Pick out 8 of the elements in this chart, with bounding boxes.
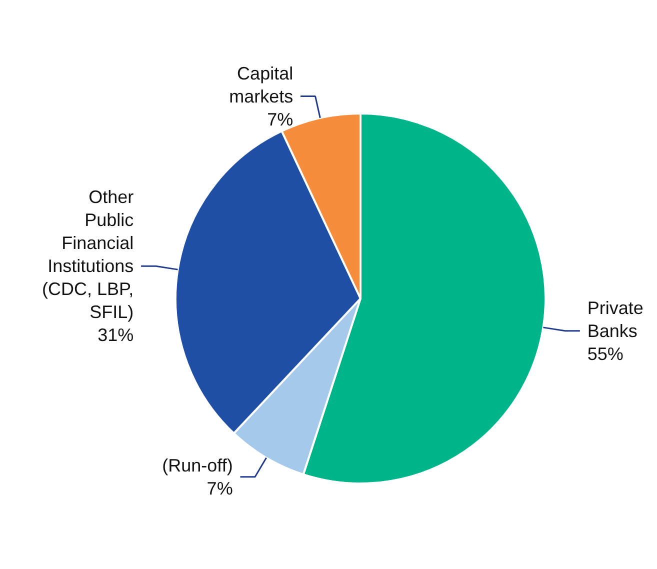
data-label: 55% [587,344,624,364]
data-label: 7% [206,478,233,498]
data-label: 31% [98,325,134,346]
slice-label: (Run-off) [162,455,233,476]
slice-label: Other Public Financial Institutions (CDC, LBP, SFIL) [42,187,134,322]
slice-label: Private Banks [587,298,644,341]
data-label: 7% [267,109,294,130]
slice-label: Capital markets [229,63,294,106]
